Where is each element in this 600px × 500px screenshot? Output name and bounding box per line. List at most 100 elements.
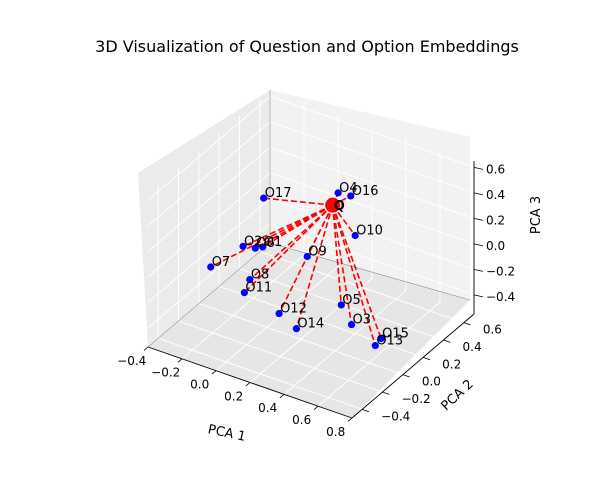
grid-line-x xyxy=(215,266,339,372)
connector-line xyxy=(295,204,334,329)
option-label: O9 xyxy=(308,244,327,259)
x-tick-label: −0.2 xyxy=(151,366,180,380)
z-tick-mark xyxy=(473,217,484,221)
connector-line xyxy=(331,204,377,346)
option-point xyxy=(275,309,283,318)
z-tick-label: 0.4 xyxy=(486,188,505,202)
y-tick-mark xyxy=(463,322,471,326)
option-label: O10 xyxy=(356,223,383,238)
option-label: O6 xyxy=(256,236,275,251)
z-tick-label: −0.2 xyxy=(486,264,515,278)
grid-line-z xyxy=(147,172,271,278)
option-label: O14 xyxy=(297,317,324,332)
grid-line-y xyxy=(198,303,403,376)
z-tick-mark xyxy=(473,268,484,272)
option-label: O17 xyxy=(265,186,292,201)
grid-line-y xyxy=(158,337,363,410)
option-label: O11 xyxy=(245,281,272,296)
x-tick-label: −0.4 xyxy=(117,354,146,368)
grid-line-z xyxy=(269,146,475,219)
connector-line xyxy=(331,205,343,306)
data-points xyxy=(207,189,385,350)
x-tick-mark xyxy=(143,346,149,351)
z-tick-label: 0.6 xyxy=(486,162,505,176)
option-point xyxy=(260,194,268,202)
x-tick-mark xyxy=(177,358,183,363)
grid-line-x xyxy=(317,301,441,407)
grid-line-z xyxy=(269,95,475,168)
grid-line-z xyxy=(269,121,475,194)
option-label: O2 xyxy=(244,234,263,249)
option-point xyxy=(334,189,342,197)
x-tick-label: 0.6 xyxy=(292,413,311,427)
x-tick-label: 0.4 xyxy=(258,401,277,415)
option-point xyxy=(251,244,259,252)
x-axis-line xyxy=(147,346,353,419)
x-axis-label: PCA 1 xyxy=(206,422,247,445)
option-point xyxy=(347,320,356,329)
pane-edges xyxy=(147,90,471,348)
z-tick-mark xyxy=(473,294,484,298)
connector-line xyxy=(249,204,334,281)
option-point xyxy=(207,263,215,271)
grid-line-z xyxy=(147,146,271,252)
option-label: O4 xyxy=(339,181,358,196)
grid-line-z xyxy=(269,172,475,245)
option-label: O16 xyxy=(352,184,379,199)
grid-line-x xyxy=(249,278,373,383)
pane-floor xyxy=(148,243,470,418)
z-tick-mark xyxy=(473,243,484,247)
option-label: O12 xyxy=(280,302,307,317)
option-label: O8 xyxy=(251,268,270,283)
chart-title: 3D Visualization of Question and Option … xyxy=(95,37,519,56)
option-point xyxy=(259,243,267,251)
option-point xyxy=(371,341,379,350)
x-tick-mark xyxy=(245,382,251,387)
y-tick-mark xyxy=(443,339,451,343)
grid-line-z xyxy=(147,95,271,201)
x-tick-mark xyxy=(347,417,353,422)
connector-line xyxy=(242,204,334,248)
x-tick-label: 0.2 xyxy=(224,389,243,403)
grid-line-z xyxy=(269,197,475,270)
axes xyxy=(143,161,484,422)
pane-back-x xyxy=(270,90,470,300)
grid-line-z xyxy=(147,121,271,227)
grid-line-y xyxy=(219,285,424,358)
connector-line xyxy=(243,204,334,294)
option-label: O3 xyxy=(353,313,372,328)
tick-labels: −0.4−0.20.00.20.40.60.8−0.4−0.20.00.20.4… xyxy=(117,162,515,438)
option-point xyxy=(240,289,248,297)
grid-line-x xyxy=(181,254,305,360)
z-tick-label: 0.2 xyxy=(486,213,505,227)
connector-line xyxy=(331,204,382,339)
option-point xyxy=(303,252,311,261)
x-tick-mark xyxy=(211,370,217,375)
grid-line-x xyxy=(283,289,407,395)
option-point xyxy=(292,325,301,333)
z-tick-label: 0.0 xyxy=(486,239,505,253)
grid-line-z xyxy=(147,197,271,303)
option-point xyxy=(337,301,345,309)
x-tick-mark xyxy=(279,394,285,399)
z-tick-mark xyxy=(473,192,484,196)
connector-line xyxy=(210,204,334,268)
y-axis-label: PCA 2 xyxy=(439,377,477,414)
x-tick-label: 0.0 xyxy=(190,378,209,392)
y-tick-label: 0.4 xyxy=(463,340,482,354)
grid-line-y xyxy=(178,320,383,393)
x-tick-label: 0.8 xyxy=(326,425,345,439)
y-tick-mark xyxy=(362,408,370,413)
connector-lines xyxy=(210,192,382,346)
y-tick-label: −0.2 xyxy=(402,392,431,406)
y-tick-label: 0.2 xyxy=(442,357,461,371)
option-label: O13 xyxy=(376,334,403,349)
connector-line xyxy=(331,205,353,325)
grid-line-z xyxy=(147,223,271,329)
y-axis-line xyxy=(351,313,475,419)
option-point xyxy=(246,276,254,284)
grid-line-y xyxy=(259,251,464,324)
